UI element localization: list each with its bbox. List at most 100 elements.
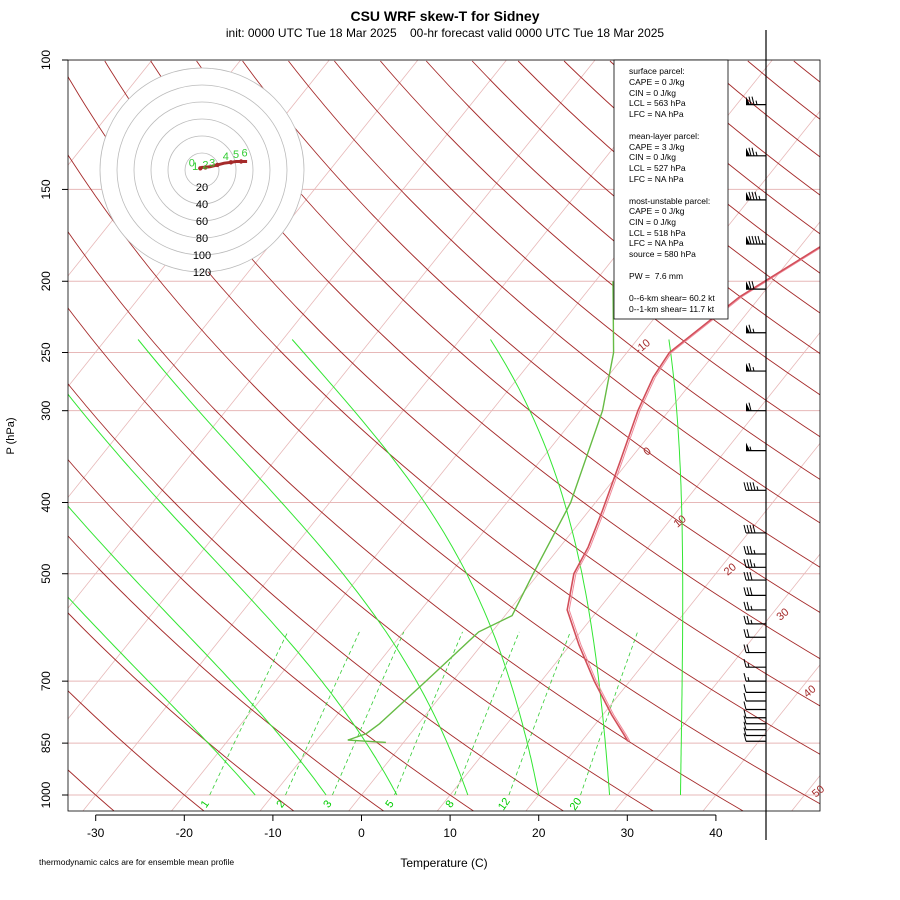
wind-barb-feather xyxy=(748,191,752,201)
wind-barb xyxy=(743,709,766,719)
moist-adiabat xyxy=(68,393,398,796)
wind-barb-feather xyxy=(752,524,756,534)
y-tick-label: 1000 xyxy=(39,781,53,808)
wind-barb-feather xyxy=(743,615,747,624)
wind-barb-half-feather xyxy=(755,151,758,156)
wind-barb-feather xyxy=(743,482,747,491)
wind-barb xyxy=(746,96,766,106)
wind-barb xyxy=(743,692,766,702)
wind-barb xyxy=(743,721,766,731)
wind-barb-pennant xyxy=(746,442,750,451)
wind-barb-feather xyxy=(751,191,755,201)
x-tick-label: -20 xyxy=(176,826,194,840)
wind-barb-feather xyxy=(749,559,753,568)
mean-layer-lfc: LFC = NA hPa xyxy=(629,174,684,184)
moist-adiabat xyxy=(291,339,540,796)
hodograph-ring xyxy=(116,84,288,256)
y-tick-label: 400 xyxy=(39,492,53,512)
moist-adiabat xyxy=(490,339,611,796)
wind-barb-feather xyxy=(743,545,747,555)
wind-barb-feather xyxy=(751,96,755,105)
parcel-legend: surface parcel: CAPE = 0 J/kg CIN = 0 J/… xyxy=(613,59,729,320)
x-tick-label: 30 xyxy=(621,826,635,840)
wind-barb-feather xyxy=(743,644,747,653)
hodograph-ring xyxy=(99,67,305,273)
most-unstable-lcl: LCL = 518 hPa xyxy=(629,228,686,238)
wind-barb-half-feather xyxy=(756,486,759,491)
dry-adiabat xyxy=(334,60,820,480)
wind-barb xyxy=(746,235,766,245)
wind-barb-pennant xyxy=(746,281,750,290)
y-tick-label: 700 xyxy=(39,671,53,691)
wind-barb-feather xyxy=(746,482,750,491)
wind-barb-half-feather xyxy=(747,663,750,668)
wind-barb-half-feather xyxy=(749,446,752,451)
mean-layer-lcl: LCL = 527 hPa xyxy=(629,163,686,173)
hodograph-point xyxy=(228,160,234,165)
wind-barb-feather xyxy=(757,235,761,245)
axes: 1 2 3 5 8 12 20-100102030405010015020025030040… xyxy=(39,50,827,840)
wind-barb xyxy=(743,587,766,596)
wind-barb xyxy=(746,362,766,372)
wind-barb xyxy=(743,659,766,668)
wind-barb-half-feather xyxy=(753,563,756,568)
mixing-ratio-label: 8 xyxy=(444,798,457,810)
wind-barb xyxy=(743,601,766,611)
isotherm-line xyxy=(348,221,820,811)
wind-barb-pennant xyxy=(746,147,750,156)
wind-barb-feather xyxy=(748,324,752,333)
mixing-ratio-line xyxy=(285,631,360,796)
mixing-ratio-label: 5 xyxy=(383,798,396,810)
shear-0-1km: 0--1-km shear= 11.7 kt xyxy=(629,304,715,314)
wind-barb xyxy=(743,684,766,693)
wind-barb xyxy=(743,629,766,638)
most-unstable-cape: CAPE = 0 J/kg xyxy=(629,206,685,216)
wind-barb-half-feather xyxy=(752,366,755,372)
precipitable-water: PW = 7.6 mm xyxy=(629,271,683,281)
isotherm-line xyxy=(614,553,820,811)
wind-barb-feather xyxy=(754,235,758,245)
dry-adiabat xyxy=(68,612,294,811)
dry-adiabat xyxy=(68,383,564,811)
wind-barb-feather xyxy=(746,629,750,638)
hodograph-ring-label: 120 xyxy=(193,267,211,279)
wind-barb-feather xyxy=(751,235,755,245)
wind-barb-feather xyxy=(743,559,747,568)
hodograph-ring xyxy=(184,152,220,188)
dry-adiabat xyxy=(655,60,820,196)
wind-barb-feather xyxy=(743,692,747,702)
wind-barb xyxy=(746,147,766,157)
wind-barb-pennant xyxy=(746,236,750,245)
wind-barb-feather xyxy=(746,587,750,596)
hodograph-height-label: 3 xyxy=(209,158,215,170)
surface-cin: CIN = 0 J/kg xyxy=(629,88,676,98)
wind-barb-feather xyxy=(743,733,747,742)
wind-barb-feather xyxy=(749,545,753,555)
isotherm-line xyxy=(68,60,596,720)
surface-lcl: LCL = 563 hPa xyxy=(629,98,686,108)
wind-barb-feather xyxy=(743,587,747,596)
most-unstable-cin: CIN = 0 J/kg xyxy=(629,217,676,227)
hodograph-ring xyxy=(150,118,254,222)
mean-layer-cape: CAPE = 3 J/kg xyxy=(629,142,685,152)
dry-adiabat xyxy=(68,535,384,811)
surface-lfc: LFC = NA hPa xyxy=(629,109,684,119)
wind-barb-feather xyxy=(746,601,750,611)
mixing-ratio-label: 12 xyxy=(496,796,513,813)
dewpoint-line xyxy=(347,281,615,744)
dry-adiabat xyxy=(425,60,820,396)
mixing-ratio-line xyxy=(209,631,289,796)
wind-barb xyxy=(743,701,766,711)
temperature-shadow-line xyxy=(568,247,820,742)
isotherm-line xyxy=(82,60,685,811)
wind-barb xyxy=(743,727,766,737)
mean-layer-cin: CIN = 0 J/kg xyxy=(629,152,676,162)
wind-barb-feather xyxy=(746,615,750,624)
wind-barb-feather xyxy=(743,571,747,581)
wind-barb-feather xyxy=(748,281,752,290)
wind-barb xyxy=(743,545,766,555)
wind-barb xyxy=(743,524,766,534)
mixing-ratio-label: 2 xyxy=(274,798,287,810)
mixing-ratio-line xyxy=(508,631,571,796)
